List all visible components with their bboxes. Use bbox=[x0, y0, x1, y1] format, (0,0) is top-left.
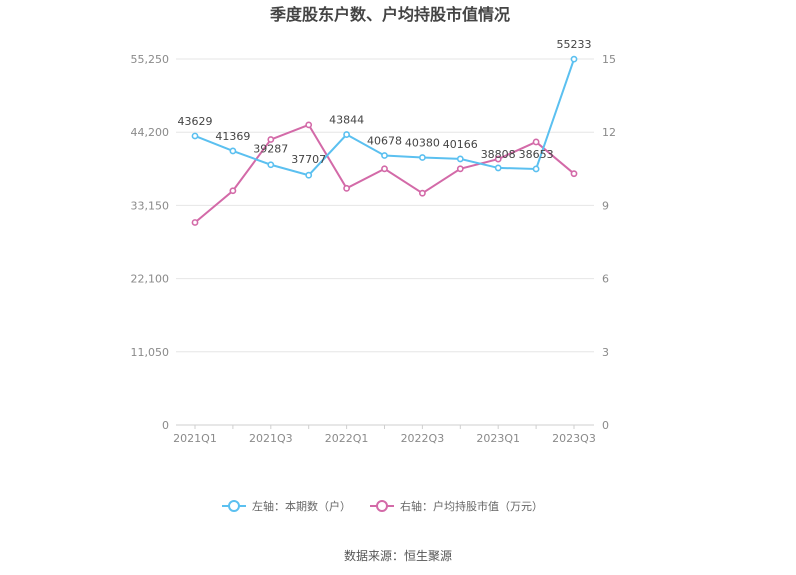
y-right-tick-label: 6 bbox=[602, 273, 609, 286]
data-point[interactable] bbox=[191, 219, 199, 226]
data-label: 38808 bbox=[481, 148, 516, 161]
data-point[interactable] bbox=[305, 171, 313, 179]
data-label: 41369 bbox=[215, 130, 250, 143]
data-label: 38653 bbox=[519, 148, 554, 161]
data-label: 37707 bbox=[291, 153, 326, 166]
chart-title: 季度股东户数、户均持股市值情况 bbox=[269, 5, 510, 24]
x-tick-label: 2021Q3 bbox=[249, 432, 293, 445]
legend[interactable]: 左轴：本期数（户） 右轴：户均持股市值（万元） bbox=[222, 499, 543, 513]
y-right-tick-label: 9 bbox=[602, 199, 609, 212]
y-left-tick-label: 22,100 bbox=[131, 273, 170, 286]
data-label: 40380 bbox=[405, 137, 440, 150]
legend-label[interactable]: 左轴：本期数（户） bbox=[252, 499, 351, 513]
data-point[interactable] bbox=[532, 165, 540, 173]
data-point[interactable] bbox=[418, 189, 426, 197]
x-tick-label: 2023Q1 bbox=[476, 432, 520, 445]
data-label: 40166 bbox=[443, 138, 478, 151]
y-right-tick-label: 0 bbox=[602, 419, 609, 432]
y-axis-left: 0 11,050 22,100 33,150 44,200 55,250 bbox=[131, 53, 170, 432]
data-point[interactable] bbox=[191, 132, 199, 140]
x-axis: 2021Q1 2021Q3 2022Q1 2022Q3 2023Q1 2023Q3 bbox=[173, 425, 596, 445]
data-point[interactable] bbox=[229, 147, 237, 155]
y-left-tick-label: 55,250 bbox=[131, 53, 170, 66]
data-label: 39287 bbox=[253, 143, 288, 156]
y-left-tick-label: 0 bbox=[162, 419, 169, 432]
y-left-tick-label: 44,200 bbox=[131, 126, 170, 139]
data-point[interactable] bbox=[305, 121, 313, 129]
data-point[interactable] bbox=[267, 161, 275, 169]
x-tick-label: 2023Q3 bbox=[552, 432, 596, 445]
data-point[interactable] bbox=[267, 136, 275, 143]
data-point[interactable] bbox=[570, 170, 578, 178]
y-left-tick-label: 33,150 bbox=[131, 199, 170, 212]
x-tick-label: 2022Q3 bbox=[401, 432, 445, 445]
data-point[interactable] bbox=[456, 155, 464, 163]
data-point[interactable] bbox=[494, 155, 502, 163]
x-tick-label: 2022Q1 bbox=[325, 432, 369, 445]
data-point[interactable] bbox=[494, 164, 502, 172]
data-point[interactable] bbox=[456, 165, 464, 173]
data-label: 43844 bbox=[329, 114, 364, 127]
y-right-tick-label: 15 bbox=[602, 53, 616, 66]
legend-label[interactable]: 右轴：户均持股市值（万元） bbox=[400, 499, 543, 513]
data-point[interactable] bbox=[229, 187, 237, 195]
y-right-tick-label: 3 bbox=[602, 346, 609, 359]
data-point[interactable] bbox=[570, 55, 578, 63]
grid bbox=[176, 58, 594, 426]
data-point[interactable] bbox=[343, 184, 350, 192]
legend-marker[interactable] bbox=[376, 500, 388, 512]
x-tick-label: 2021Q1 bbox=[173, 432, 217, 445]
data-point[interactable] bbox=[381, 152, 388, 159]
data-point[interactable] bbox=[532, 138, 540, 146]
data-point[interactable] bbox=[381, 165, 388, 173]
data-source: 数据来源：恒生聚源 bbox=[344, 548, 452, 563]
y-right-tick-label: 12 bbox=[602, 126, 616, 139]
data-label: 55233 bbox=[557, 38, 592, 51]
y-axis-right: 0 3 6 9 12 15 bbox=[602, 53, 616, 432]
data-point[interactable] bbox=[343, 131, 350, 138]
data-point[interactable] bbox=[418, 154, 426, 161]
data-label: 43629 bbox=[178, 115, 213, 128]
data-label: 40678 bbox=[367, 135, 402, 148]
y-left-tick-label: 11,050 bbox=[131, 346, 170, 359]
legend-marker[interactable] bbox=[228, 500, 240, 512]
